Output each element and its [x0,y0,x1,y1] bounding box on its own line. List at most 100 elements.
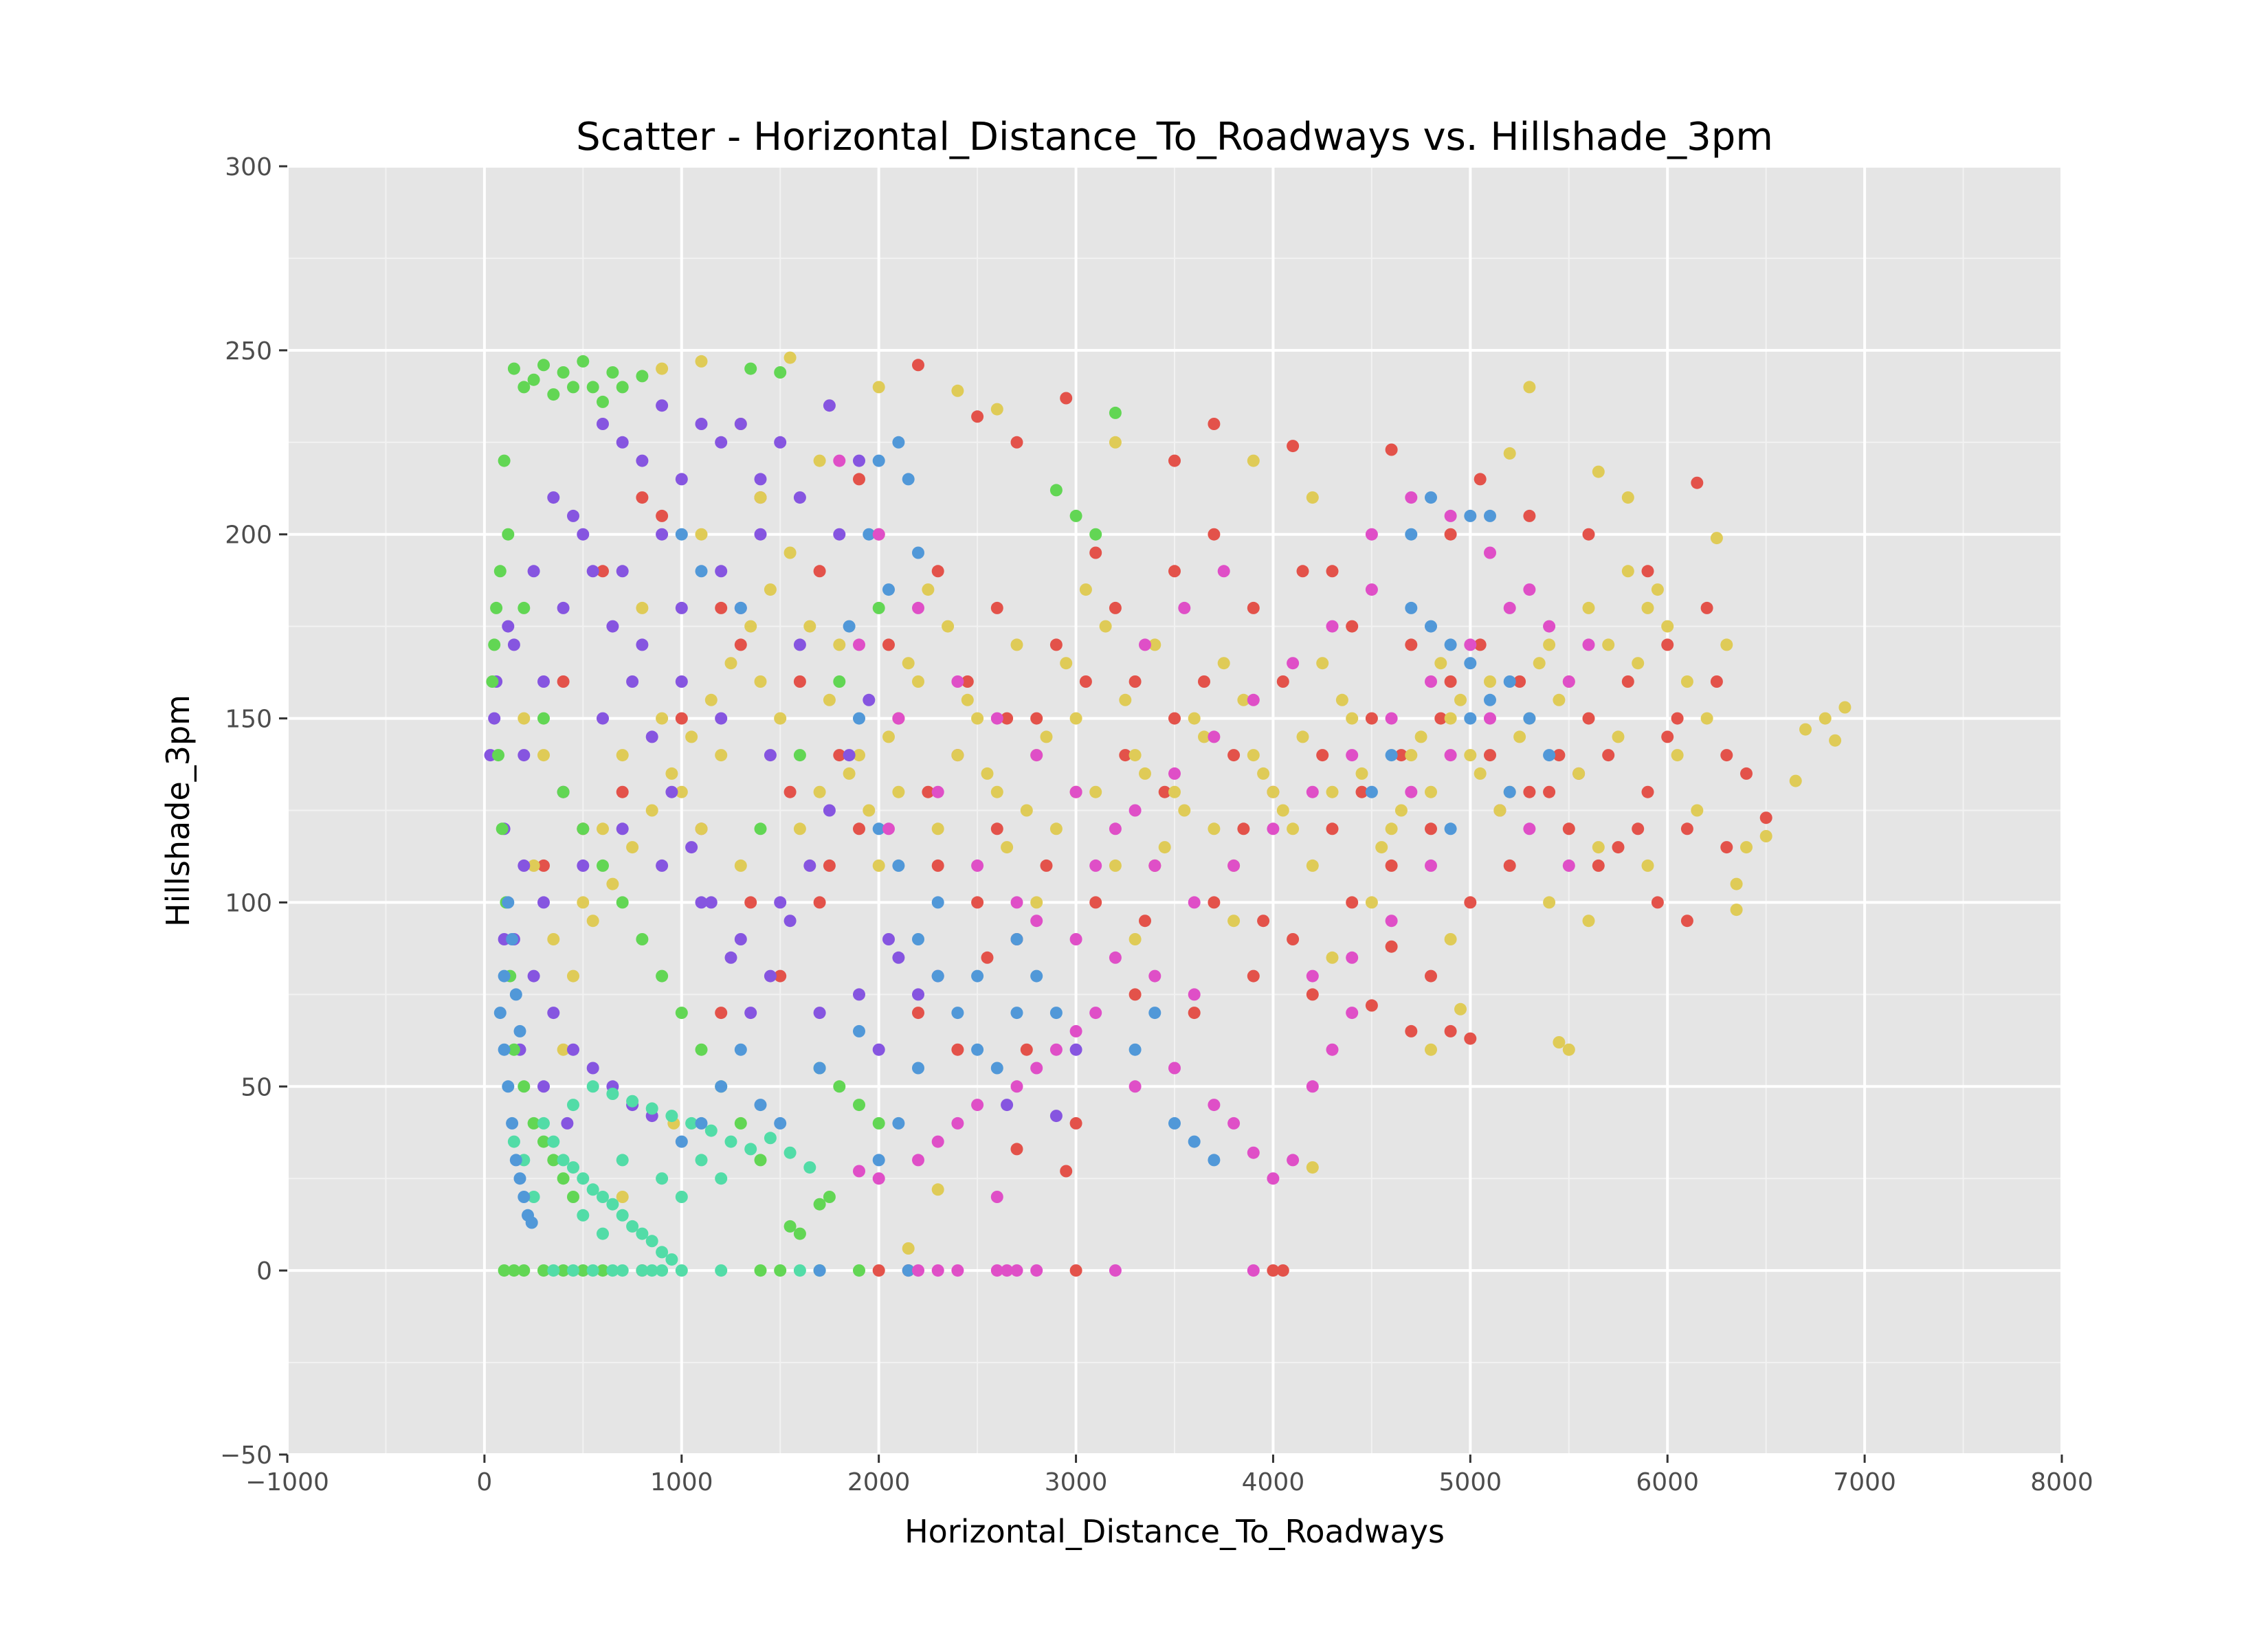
minor-gridlines [287,166,2062,1455]
y-tick-labels: −50 0 50 100 150 200 250 300 [220,153,272,1470]
data-point [586,381,599,394]
data-point [567,1264,579,1277]
data-point [1553,1036,1566,1048]
data-point [1691,804,1704,817]
data-point [1602,749,1615,762]
data-point [636,601,649,614]
x-tick-label: 7000 [1833,1468,1896,1496]
data-point [744,1007,757,1020]
data-point [1217,657,1230,670]
data-point [1484,749,1496,762]
data-point [1089,546,1102,559]
data-point [1020,804,1033,817]
data-point [843,767,856,780]
data-point [1188,712,1201,725]
data-point [793,491,806,504]
data-point [1720,841,1733,854]
data-point [793,638,806,651]
data-point [853,822,865,835]
data-point [1168,785,1181,798]
data-point [597,1227,609,1240]
data-point [1612,841,1625,854]
data-point [606,1088,619,1100]
data-point [1740,841,1753,854]
data-point [1562,1043,1575,1056]
data-point [1464,896,1477,909]
data-point [1010,436,1023,449]
data-point [645,1264,658,1277]
data-point [1425,491,1437,504]
data-point [537,749,550,762]
data-point [823,804,836,817]
data-point [513,1024,526,1037]
data-point [990,785,1003,798]
data-point [547,933,560,945]
data-point [1385,859,1398,872]
x-tick-label: −1000 [245,1468,329,1496]
data-point [734,1043,747,1056]
data-point [616,785,629,798]
data-point [1385,443,1398,456]
data-point [1385,915,1398,928]
data-point [507,362,520,375]
data-point [1267,822,1280,835]
data-point [577,1209,590,1222]
data-point [1474,638,1487,651]
data-point [1484,693,1496,706]
data-point [1001,841,1014,854]
data-point [1789,774,1802,787]
data-point [1503,601,1516,614]
data-point [931,896,944,909]
data-point [537,1135,550,1148]
data-point [695,528,708,541]
data-point [813,1264,826,1277]
data-point [656,1246,669,1259]
data-point [1710,675,1723,688]
data-point [577,896,590,909]
data-point [734,1117,747,1130]
data-point [971,410,984,423]
data-point [1326,1043,1339,1056]
data-point [1799,723,1812,736]
data-point [1543,620,1556,633]
data-point [931,859,944,872]
data-point [1632,657,1645,670]
data-point [1621,491,1634,504]
data-point [843,749,856,762]
data-point [656,362,669,375]
data-point [586,1264,599,1277]
data-point [537,1117,550,1130]
data-point [1030,1264,1043,1277]
data-point [547,1154,560,1167]
data-point [1109,951,1122,964]
data-point [1394,749,1408,762]
data-point [774,1117,787,1130]
data-point [695,355,708,368]
data-point [942,620,955,633]
data-point [931,1183,944,1196]
data-point [616,1154,629,1167]
data-point [1572,767,1586,780]
data-point [597,822,609,835]
data-point [616,822,629,835]
data-point [1089,785,1102,798]
data-point [695,1117,708,1130]
data-point [1434,712,1447,725]
data-point [990,822,1003,835]
data-point [1316,749,1329,762]
data-point [616,436,629,449]
data-point [1129,933,1142,945]
data-point [754,675,767,688]
data-point [922,583,935,596]
data-point [1089,1007,1102,1020]
data-point [872,1043,885,1056]
data-point [1001,1264,1014,1277]
data-point [557,675,570,688]
data-point [527,373,540,386]
data-point [547,388,560,401]
data-point [1069,1024,1082,1037]
data-point [783,351,797,364]
data-point [1503,675,1516,688]
data-point [1484,675,1496,688]
data-point [537,675,550,688]
